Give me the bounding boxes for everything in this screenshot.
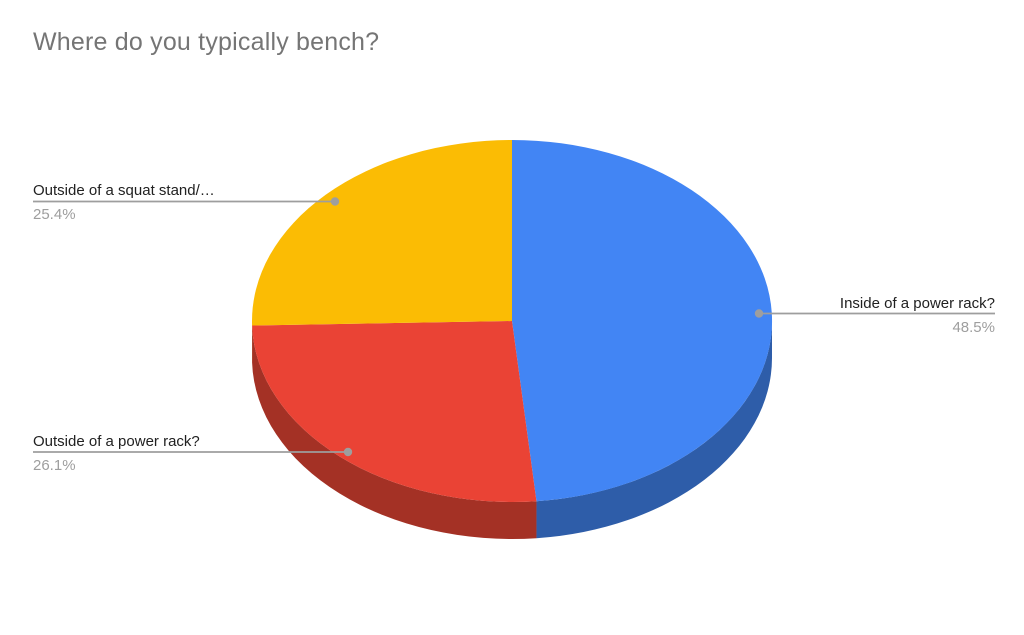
pie-side-outside-of-a-power-rack <box>252 325 537 540</box>
chart-title: Where do you typically bench? <box>33 28 380 56</box>
pie-side-inside-of-a-power-rack <box>536 321 772 539</box>
pie-slice-inside-of-a-power-rack <box>512 140 773 502</box>
slice-label: Outside of a power rack? <box>33 433 200 450</box>
slice-percent: 48.5% <box>952 319 995 336</box>
slice-label: Outside of a squat stand/… <box>33 182 215 199</box>
slice-callout-outside-power-rack: Outside of a power rack? 26.1% <box>33 432 200 475</box>
leader-dot-inside-of-a-power-rack <box>754 309 764 318</box>
pie-slice-outside-of-a-power-rack <box>252 321 537 503</box>
slice-callout-inside-power-rack: Inside of a power rack? 48.5% <box>840 294 995 337</box>
slice-percent: 25.4% <box>33 206 76 223</box>
leader-dot-outside-of-a-power-rack <box>343 447 353 457</box>
slice-callout-squat-stand: Outside of a squat stand/… 25.4% <box>33 181 215 224</box>
leader-dot-outside-of-a-squat-stand <box>330 197 340 206</box>
slice-percent: 26.1% <box>33 457 76 474</box>
pie-slice-outside-of-a-squat-stand <box>251 140 512 326</box>
slice-label: Inside of a power rack? <box>839 295 995 312</box>
